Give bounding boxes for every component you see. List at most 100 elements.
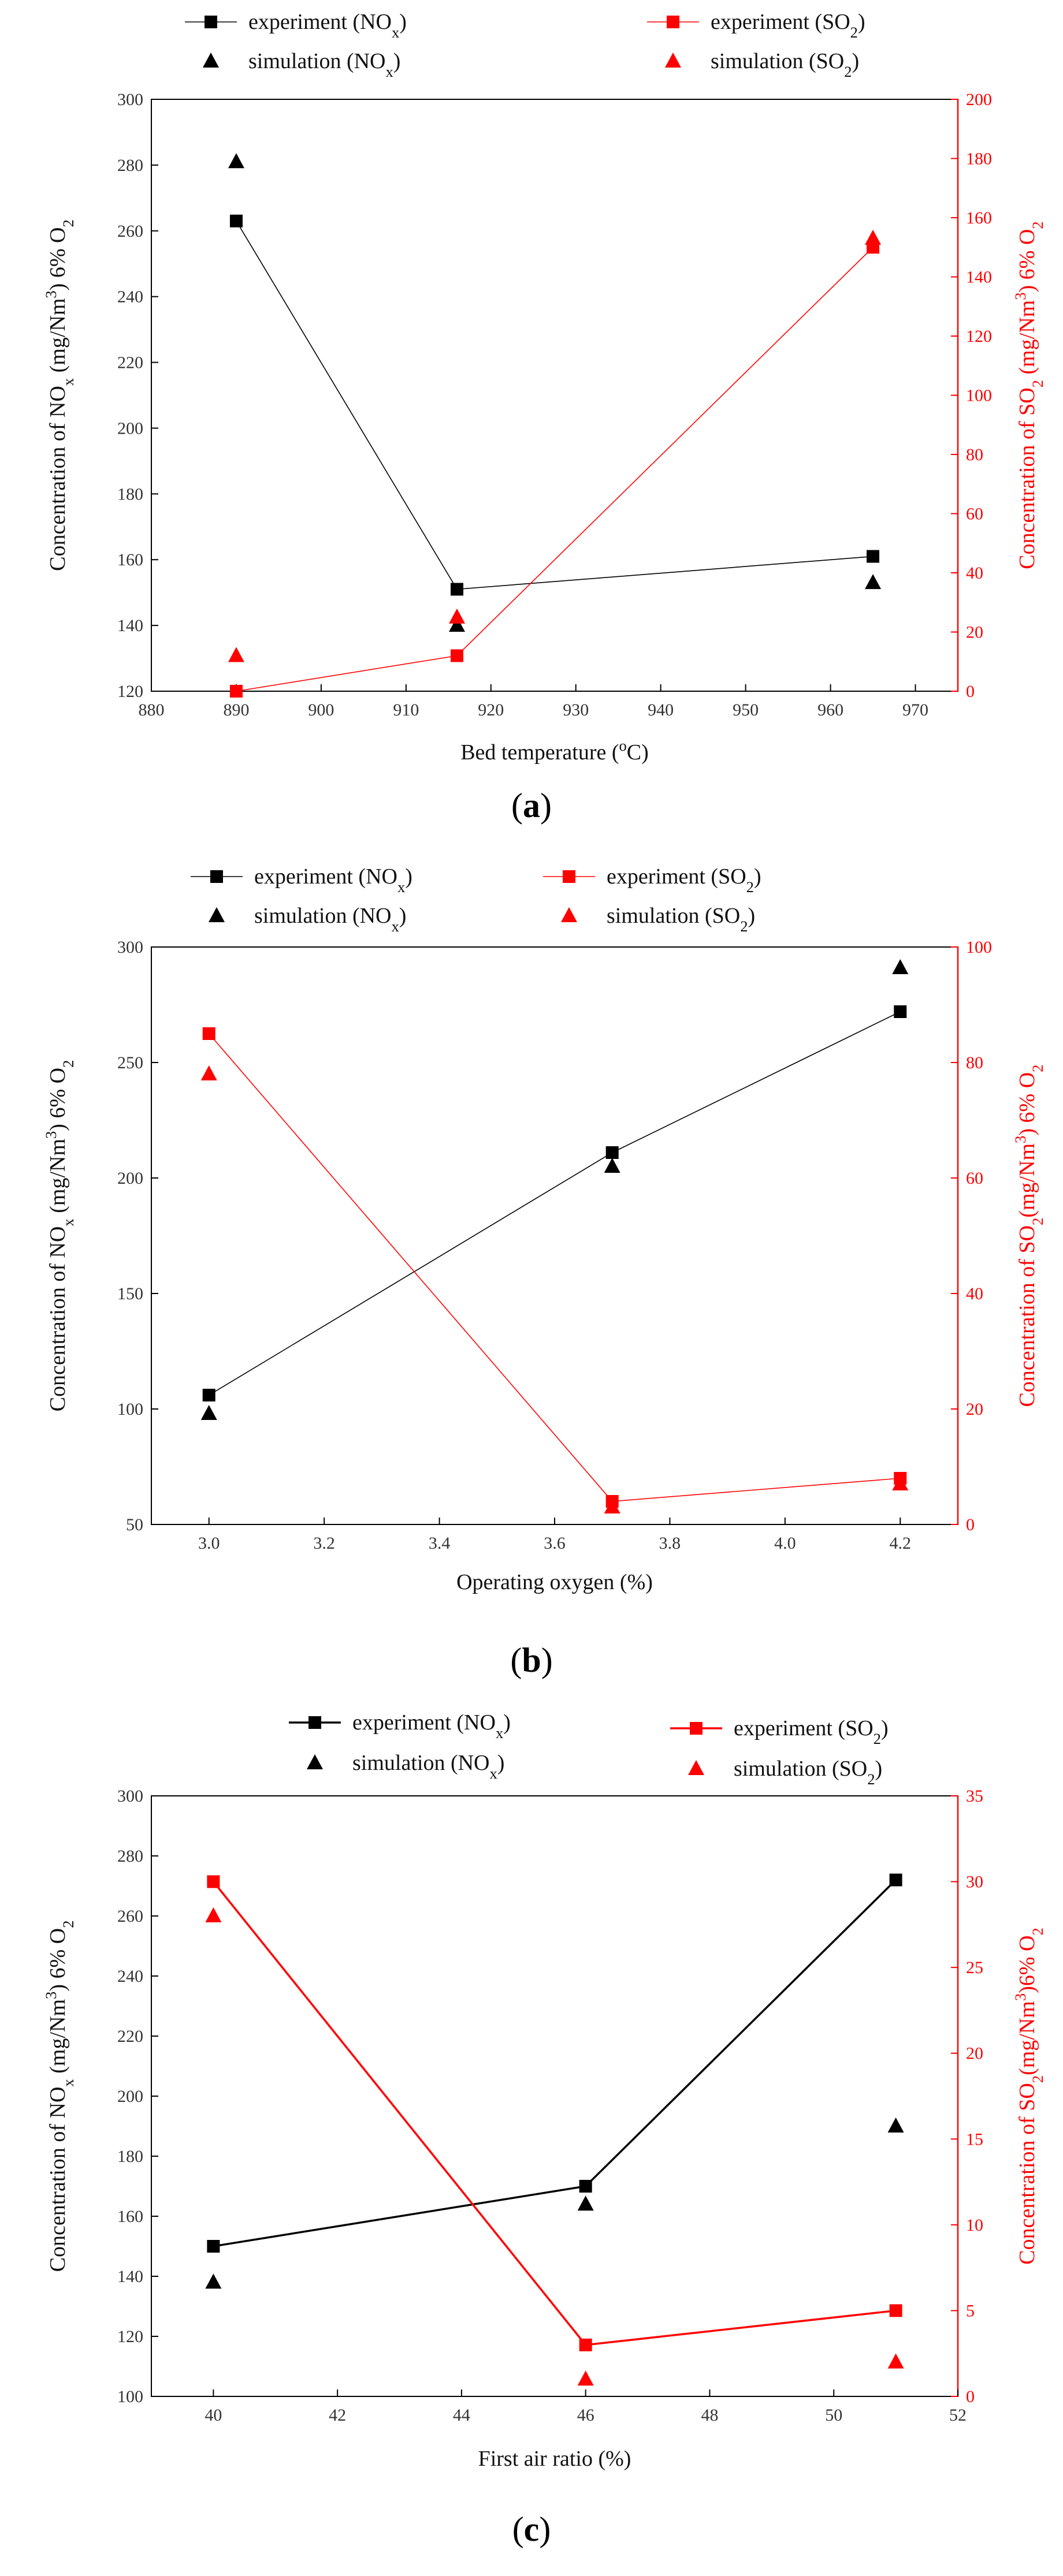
y-right-axis-title: Concentration of SO2(mg/Nm3) 6% O2 [1012, 1065, 1046, 1407]
x-tick-label: 930 [563, 700, 589, 720]
series-nox-experiment [229, 214, 880, 596]
data-point-square [207, 1875, 220, 1888]
legend-experiment-so2-swatch-square [667, 16, 679, 28]
x-tick-label: 3.6 [544, 1534, 566, 1553]
data-point-square [894, 1005, 907, 1018]
y-left-tick-label: 140 [117, 616, 143, 635]
series-so2-simulation [228, 229, 882, 662]
y-left-tick-label: 200 [117, 2087, 143, 2106]
legend-simulation-nox-label: simulation (NOx) [352, 1751, 504, 1782]
x-tick-label: 44 [453, 2406, 470, 2425]
y-right-tick-label: 30 [966, 1873, 983, 1892]
x-tick-label: 3.0 [198, 1534, 220, 1553]
legend-simulation-so2-label: simulation (SO2) [711, 49, 859, 80]
plot-frame [151, 99, 958, 692]
panel-label: (b) [510, 1641, 552, 1679]
data-point-triangle [577, 2370, 594, 2386]
data-point-square [451, 583, 464, 596]
y-left-tick-label: 160 [117, 2207, 143, 2226]
x-tick-label: 920 [478, 700, 504, 720]
legend-experiment-so2-label: experiment (SO2) [734, 1716, 889, 1747]
y-left-axis-title: Concentration of NOx (mg/Nm3) 6% O2 [42, 219, 77, 571]
y-right-tick-label: 35 [966, 1787, 983, 1806]
y-right-tick-label: 140 [966, 268, 992, 287]
data-point-triangle [887, 2353, 904, 2369]
data-point-triangle [577, 2195, 594, 2211]
y-left-tick-label: 160 [117, 550, 143, 569]
data-point-square [867, 550, 880, 563]
y-right-axis-title: Concentration of SO2 (mg/Nm3) 6% O2 [1012, 221, 1046, 569]
y-right-tick-label: 25 [966, 1958, 983, 1977]
y-right-tick-label: 100 [966, 386, 992, 405]
series-nox-simulation [205, 2118, 904, 2289]
data-point-triangle [892, 959, 909, 974]
y-left-tick-label: 300 [117, 1787, 143, 1806]
y-left-tick-label: 140 [117, 2267, 143, 2286]
series-nox-simulation [200, 959, 909, 1420]
data-point-square [229, 214, 243, 228]
x-tick-label: 50 [825, 2406, 842, 2425]
y-left-tick-label: 240 [117, 288, 143, 307]
data-point-triangle [865, 574, 882, 590]
legend-experiment-nox-label: experiment (NOx) [254, 864, 412, 896]
legend-simulation-so2-swatch-triangle [688, 1760, 704, 1775]
x-tick-label: 940 [648, 700, 674, 720]
legend-experiment-nox-label: experiment (NOx) [248, 10, 407, 41]
y-left-tick-label: 200 [117, 419, 143, 438]
legend: experiment (NOx) simulation (NOx) experime… [289, 1710, 889, 1788]
series-line [209, 1033, 901, 1502]
y-right-tick-label: 10 [966, 2216, 983, 2235]
data-point-triangle [449, 608, 466, 624]
series-so2-experiment [202, 1027, 907, 1508]
y-left-tick-label: 250 [117, 1053, 143, 1072]
series-nox-experiment [207, 1873, 902, 2253]
legend-simulation-so2-label: simulation (SO2) [734, 1757, 882, 1788]
y-left-tick-label: 200 [117, 1169, 143, 1188]
y-left-tick-label: 100 [117, 2387, 143, 2406]
y-left-tick-label: 280 [117, 156, 143, 175]
y-right-tick-label: 60 [966, 505, 983, 524]
chart-panel-b: 3.0 3.2 3.4 3.6 3.8 4.0 4.2 50 100 150 200 250 300 0 2… [42, 864, 1046, 1679]
y-left-tick-label: 260 [117, 222, 143, 241]
series-line [236, 221, 874, 590]
legend-experiment-nox-swatch-square [205, 16, 217, 28]
data-point-triangle [865, 229, 882, 245]
x-tick-label: 40 [205, 2406, 222, 2425]
chart-panel-a: 880 890 900 910 920 930 940 950 960 970 120 140 160 1… [42, 10, 1046, 825]
data-point-square [229, 685, 243, 698]
series-line [209, 1011, 901, 1396]
y-left-tick-label: 220 [117, 2027, 143, 2046]
y-left-tick-label: 180 [117, 2147, 143, 2166]
series-nox-experiment [202, 1005, 907, 1401]
y-right-tick-label: 160 [966, 208, 992, 228]
data-point-triangle [200, 1405, 217, 1420]
y-right-tick-label: 80 [966, 1053, 983, 1072]
data-point-triangle [205, 1907, 222, 1922]
x-tick-label: 3.4 [429, 1534, 451, 1553]
y-left-tick-label: 280 [117, 1847, 143, 1866]
series-so2-simulation [200, 1065, 909, 1513]
data-point-square [889, 1873, 902, 1887]
plot-frame [151, 946, 958, 1525]
y-left-tick-label: 150 [117, 1284, 143, 1303]
y-right-tick-label: 200 [966, 90, 992, 109]
y-right-tick-label: 20 [966, 2044, 983, 2063]
data-point-square [207, 2240, 220, 2253]
y-right-tick-label: 180 [966, 150, 992, 169]
legend-simulation-so2-label: simulation (SO2) [607, 904, 755, 935]
y-right-tick-label: 40 [966, 564, 983, 583]
x-tick-label: 970 [902, 700, 928, 720]
legend-simulation-nox-swatch-triangle [307, 1754, 323, 1769]
data-point-square [889, 2304, 902, 2317]
y-right-tick-label: 15 [966, 2130, 983, 2149]
data-point-square [202, 1027, 215, 1040]
x-tick-label: 3.2 [313, 1534, 335, 1553]
y-right-tick-label: 20 [966, 623, 983, 642]
series-nox-simulation [228, 153, 882, 632]
legend-experiment-nox-label: experiment (NOx) [352, 1710, 511, 1742]
y-right-tick-label: 0 [966, 682, 975, 701]
x-tick-label: 42 [329, 2406, 346, 2425]
x-tick-label: 4.0 [774, 1534, 796, 1553]
legend-experiment-so2-swatch-square [690, 1722, 703, 1735]
legend-simulation-nox-swatch-triangle [203, 53, 219, 68]
